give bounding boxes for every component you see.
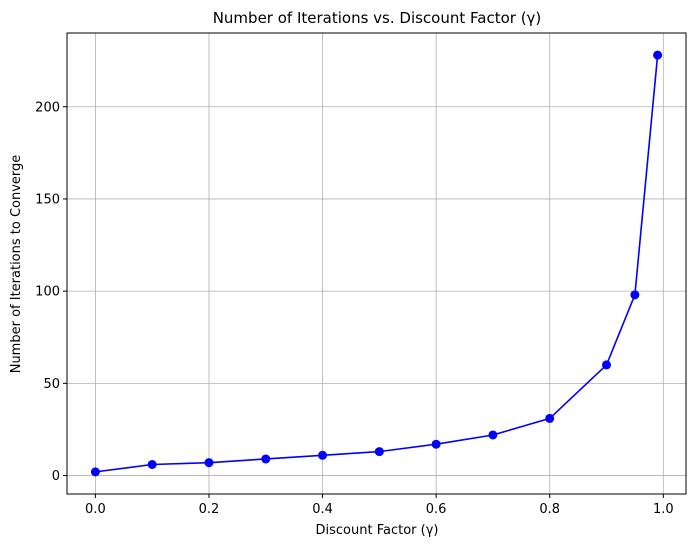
- y-tick-label: 100: [35, 285, 60, 300]
- data-point: [488, 430, 498, 440]
- x-tick-label: 0.2: [199, 502, 220, 517]
- y-tick-label: 0: [52, 469, 60, 484]
- y-tick-label: 150: [35, 192, 60, 207]
- x-tick-label: 0.4: [312, 502, 333, 517]
- data-point: [653, 50, 663, 60]
- x-axis-label: Discount Factor (γ): [316, 523, 439, 538]
- data-point: [261, 454, 271, 464]
- series-layer: [90, 50, 663, 477]
- x-tick-label: 0.8: [539, 502, 560, 517]
- y-axis-label: Number of Iterations to Converge: [9, 155, 24, 374]
- y-tick-label: 50: [43, 377, 60, 392]
- data-point: [545, 413, 555, 423]
- x-tick-label: 0.0: [85, 502, 106, 517]
- data-point: [204, 458, 214, 468]
- x-tick-label: 0.6: [426, 502, 447, 517]
- series-line: [95, 55, 659, 473]
- y-tick-label: 200: [35, 100, 60, 115]
- grid-lines: [67, 33, 686, 494]
- data-point: [90, 467, 100, 477]
- data-point: [374, 447, 384, 457]
- plot-frame: [66, 32, 687, 495]
- data-point: [431, 439, 441, 449]
- data-point: [318, 450, 328, 460]
- data-point: [147, 459, 157, 469]
- data-point: [630, 290, 640, 300]
- data-point: [601, 360, 611, 370]
- chart-title: Number of Iterations vs. Discount Factor…: [213, 9, 542, 27]
- x-axis-ticks: 0.0 0.2 0.4 0.6 0.8 1.0: [85, 494, 674, 517]
- y-axis-ticks: 0 50 100 150 200: [35, 100, 67, 484]
- x-tick-label: 1.0: [653, 502, 674, 517]
